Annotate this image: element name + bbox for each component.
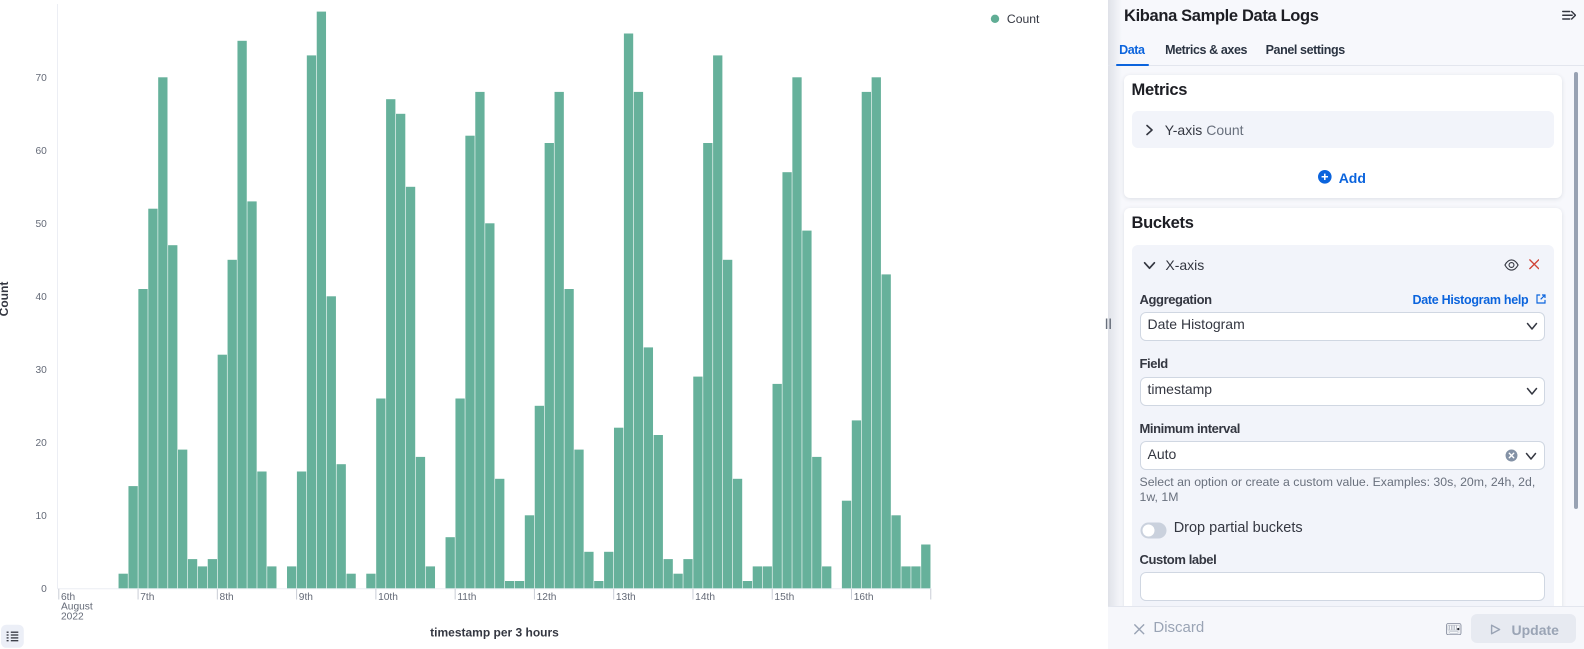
- svg-text:10th: 10th: [378, 592, 398, 603]
- svg-text:10: 10: [35, 511, 47, 522]
- svg-text:16th: 16th: [854, 592, 874, 603]
- svg-text:14th: 14th: [695, 592, 715, 603]
- svg-text:11th: 11th: [457, 592, 476, 603]
- svg-text:2022: 2022: [61, 611, 84, 622]
- svg-text:0: 0: [41, 584, 47, 595]
- svg-text:8th: 8th: [220, 592, 234, 603]
- svg-text:30: 30: [35, 365, 47, 376]
- svg-text:Count: Count: [0, 282, 11, 317]
- svg-text:50: 50: [35, 219, 47, 230]
- svg-text:9th: 9th: [299, 592, 313, 603]
- svg-text:60: 60: [35, 146, 47, 157]
- svg-text:August: August: [61, 602, 93, 613]
- svg-text:12th: 12th: [537, 592, 557, 603]
- svg-text:7th: 7th: [140, 592, 154, 603]
- svg-text:20: 20: [35, 438, 47, 449]
- svg-text:timestamp per 3 hours: timestamp per 3 hours: [430, 626, 559, 640]
- svg-text:13th: 13th: [616, 592, 636, 603]
- svg-text:15th: 15th: [774, 592, 794, 603]
- svg-text:70: 70: [35, 73, 47, 84]
- svg-text:6th: 6th: [61, 592, 75, 603]
- svg-text:Count: Count: [1007, 12, 1040, 26]
- svg-text:40: 40: [35, 292, 47, 303]
